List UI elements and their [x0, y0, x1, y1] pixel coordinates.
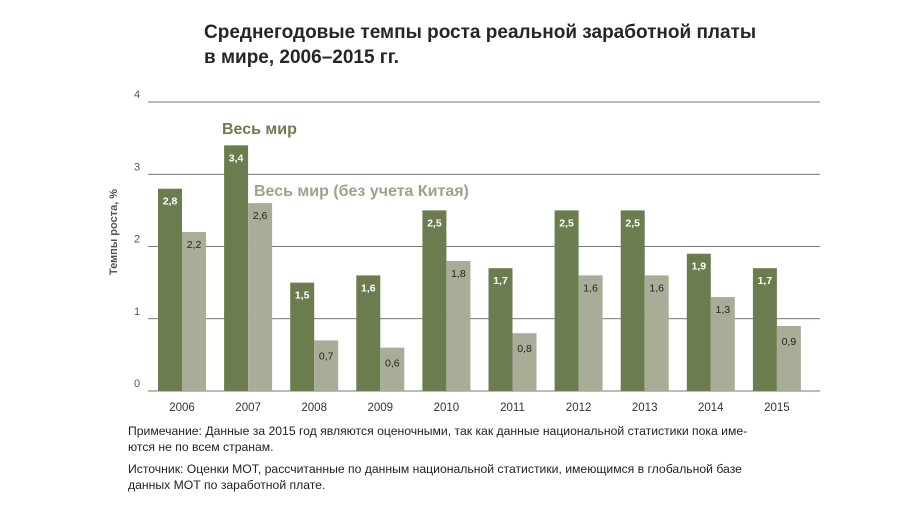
bar-world-2011	[488, 268, 513, 391]
data-label: 2,5	[559, 217, 574, 229]
data-label: 1,8	[451, 268, 466, 280]
chart-source: Источник: Оценки МОТ, рассчитанные по да…	[128, 461, 828, 493]
source-line-1: Источник: Оценки МОТ, рассчитанные по да…	[128, 462, 742, 476]
bar-world-excl-china-2008	[314, 340, 339, 391]
chart-title: Среднегодовые темпы роста реальной зараб…	[204, 20, 844, 70]
y-tick-label: 3	[134, 161, 140, 173]
bar-world-excl-china-2006	[182, 232, 206, 391]
data-label: 2,5	[427, 217, 442, 229]
x-tick-label: 2013	[632, 402, 658, 414]
data-label: 3,4	[229, 152, 244, 164]
data-label: 2,8	[163, 196, 178, 208]
bar-world-2009	[356, 275, 381, 391]
bar-world-2008	[290, 282, 315, 391]
chart-title-line-1: Среднегодовые темпы роста реальной зараб…	[204, 22, 757, 43]
data-label: 1,6	[583, 282, 598, 294]
bar-chart: 0 1 2 3 4 Темпы роста, % 2,8 2,2 3,4 2,6 1,5 0,7 1…	[108, 89, 820, 414]
bar-world-excl-china-2009	[380, 347, 405, 391]
data-label: 1,6	[361, 282, 376, 294]
bar-world-excl-china-2007	[248, 203, 273, 391]
x-tick-label: 2015	[764, 402, 790, 414]
bar-world-excl-china-2012	[578, 275, 603, 391]
bar-world-excl-china-2014	[710, 297, 735, 391]
bar-world-excl-china-2013	[644, 275, 669, 391]
bars: 2,8 2,2 3,4 2,6 1,5 0,7 1,6 0,6 2,5 1,8 1,7 0,8 2,5 1…	[158, 145, 801, 391]
data-label: 1,9	[691, 261, 706, 273]
data-label: 2,6	[253, 210, 268, 222]
data-label: 0,7	[319, 350, 334, 362]
data-label: 0,9	[782, 336, 797, 348]
note-line-1: Примечание: Данные за 2015 год являются …	[128, 424, 748, 438]
chart-note: Примечание: Данные за 2015 год являются …	[128, 423, 828, 455]
y-tick-label: 2	[134, 234, 140, 246]
x-tick-label: 2014	[698, 402, 724, 414]
source-line-2: данных МОТ по заработной плате.	[128, 478, 326, 492]
data-label: 1,6	[649, 282, 664, 294]
bar-world-2006	[158, 188, 182, 391]
bar-world-2010	[422, 210, 447, 391]
bar-world-2015	[752, 268, 777, 391]
bar-world-excl-china-2011	[512, 333, 537, 391]
bar-world-2007	[224, 145, 249, 391]
y-axis-label: Темпы роста, %	[108, 189, 120, 275]
data-label: 2,5	[625, 217, 640, 229]
data-label: 0,6	[385, 358, 400, 370]
legend-series-1: Весь мир	[222, 121, 297, 138]
bar-world-excl-china-2010	[446, 260, 471, 391]
x-tick-label: 2010	[434, 402, 460, 414]
x-axis-ticks: 2006 2007 2008 2009 2010 2011 2012 2013 2014 2015	[169, 402, 789, 414]
note-line-2: ются не по всем странам.	[128, 440, 274, 454]
bar-world-excl-china-2015	[776, 325, 801, 391]
bar-world-2013	[620, 210, 645, 391]
data-label: 1,7	[493, 275, 508, 287]
bar-world-2014	[686, 253, 711, 391]
legend-series-2: Весь мир (без учета Китая)	[254, 183, 469, 200]
chart-title-line-2: в мире, 2006–2015 гг.	[204, 47, 400, 68]
y-tick-label: 4	[134, 89, 140, 101]
y-axis-ticks: 0 1 2 3 4	[134, 89, 140, 390]
x-tick-label: 2011	[500, 402, 525, 414]
x-tick-label: 2007	[235, 402, 261, 414]
y-tick-label: 0	[134, 378, 140, 390]
x-tick-label: 2012	[566, 402, 592, 414]
data-label: 1,3	[715, 304, 730, 316]
data-label: 0,8	[517, 343, 532, 355]
x-tick-label: 2008	[301, 402, 327, 414]
x-tick-label: 2009	[368, 402, 394, 414]
x-tick-label: 2006	[169, 402, 195, 414]
data-label: 1,5	[295, 290, 310, 302]
data-label: 1,7	[758, 275, 773, 287]
data-label: 2,2	[187, 239, 202, 251]
y-tick-label: 1	[134, 306, 140, 318]
bar-world-2012	[554, 210, 579, 391]
